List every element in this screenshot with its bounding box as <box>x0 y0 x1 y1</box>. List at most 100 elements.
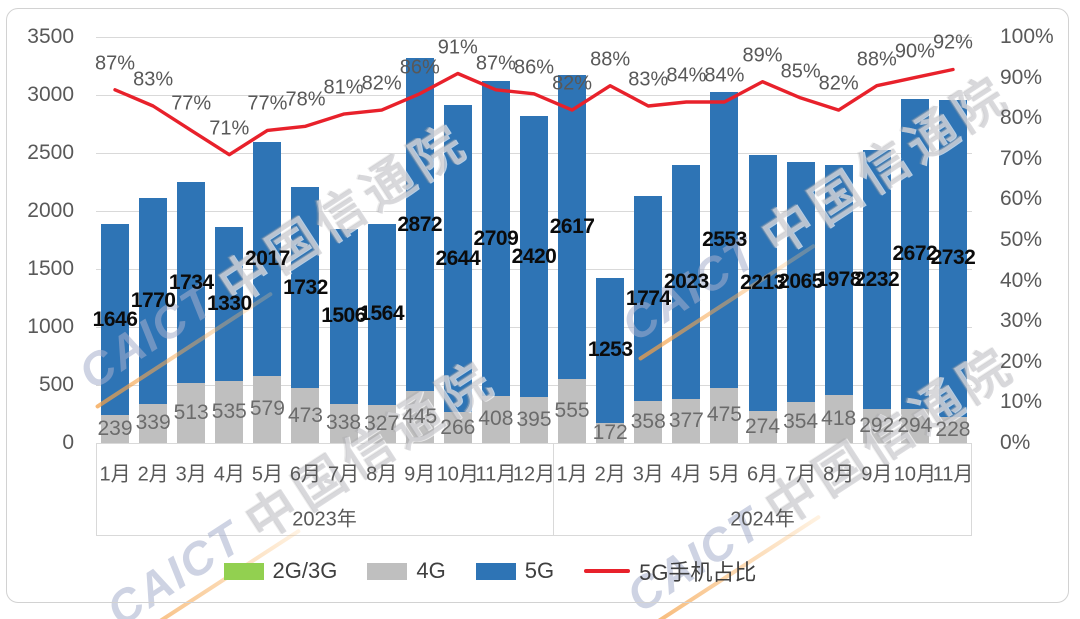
line-point-label: 83% <box>133 68 174 91</box>
x-axis-month-label: 11月 <box>932 463 974 486</box>
bar-segment-4g <box>329 403 358 443</box>
bar-value-label-4g: 292 <box>859 414 895 438</box>
y-axis-tick-label: 0 <box>62 431 74 454</box>
grid-line <box>96 37 972 38</box>
y-axis-tick-label: 3000 <box>27 83 74 106</box>
bar-segment-4g <box>938 416 967 443</box>
y-axis-tick-label: 500 <box>38 373 74 396</box>
bar-value-label-4g: 473 <box>287 403 323 427</box>
bar-segment-5g <box>824 165 853 395</box>
y2-axis-tick-label: 80% <box>1000 106 1043 130</box>
bar-segment-4g <box>405 391 434 443</box>
bar-value-label-4g: 354 <box>783 410 819 434</box>
legend-label: 5G手机占比 <box>639 560 757 585</box>
bar-value-label-5g: 2420 <box>511 244 557 268</box>
legend-line-mark <box>584 569 631 573</box>
legend-item-2g3g: 2G/3G <box>223 558 337 584</box>
x-axis-month-label: 8月 <box>823 463 855 486</box>
bar-value-label-5g: 2017 <box>245 246 290 270</box>
x-axis-group-divider <box>553 443 555 536</box>
line-point-label: 90% <box>894 40 935 63</box>
bar-value-label-5g: 2732 <box>930 246 976 270</box>
bar-value-label-4g: 475 <box>706 403 742 427</box>
line-point-label: 77% <box>171 92 212 115</box>
bar-value-label-4g: 395 <box>516 408 552 432</box>
legend-item-5g-share: 5G手机占比 <box>584 555 756 587</box>
legend-color-swatch <box>475 562 516 580</box>
bar-value-label-4g: 327 <box>364 412 400 436</box>
legend-color-swatch <box>223 562 264 580</box>
y-axis-tick-label: 1000 <box>27 315 74 338</box>
bar-segment-4g <box>520 397 548 443</box>
x-axis-month-label: 9月 <box>861 463 893 486</box>
y2-axis-tick-label: 0% <box>1000 431 1031 454</box>
y2-axis-tick-label: 40% <box>1000 268 1043 292</box>
bar-segment-5g <box>367 223 396 406</box>
y2-axis-tick-label: 60% <box>1000 187 1043 211</box>
x-axis-year-label: 2024年 <box>730 508 795 531</box>
bar-segment-4g <box>596 423 625 443</box>
x-axis-month-label: 7月 <box>328 463 360 486</box>
x-axis-month-label: 4月 <box>213 463 245 486</box>
y2-axis-tick-label: 20% <box>1000 349 1043 373</box>
x-axis-month-label: 9月 <box>404 463 436 486</box>
x-axis-month-label: 8月 <box>366 463 398 486</box>
line-point-label: 86% <box>399 56 440 79</box>
bar-segment-4g <box>481 395 510 443</box>
x-axis-month-label: 5月 <box>251 463 283 486</box>
line-point-label: 88% <box>590 48 631 71</box>
bar-value-label-5g: 1564 <box>359 302 404 326</box>
bar-value-label-5g: 1978 <box>816 267 862 291</box>
bar-value-label-5g: 2672 <box>892 241 938 265</box>
y-axis-tick-label: 3500 <box>27 25 74 48</box>
bar-value-label-5g: 2553 <box>702 227 747 251</box>
y2-axis-tick-label: 50% <box>1000 228 1043 251</box>
bar-value-label-4g: 338 <box>326 411 362 435</box>
bar-value-label-4g: 294 <box>897 413 933 437</box>
y-axis-tick-label: 2500 <box>27 141 74 164</box>
bar-value-label-5g: 1506 <box>321 304 366 328</box>
bar-segment-4g <box>101 415 130 443</box>
line-point-label: 88% <box>856 48 897 71</box>
bar-value-label-5g: 2872 <box>397 212 443 236</box>
legend-item-5g: 5G <box>475 558 555 584</box>
y2-axis-tick-label: 90% <box>1000 65 1043 89</box>
x-axis-month-label: 1月 <box>99 463 131 486</box>
bar-value-label-4g: 172 <box>592 421 628 445</box>
x-axis-year-label: 2023年 <box>292 508 357 531</box>
x-axis-box <box>96 443 972 536</box>
x-axis-month-label: 4月 <box>670 463 702 486</box>
bar-segment-5g <box>596 277 625 424</box>
legend-label: 5G <box>524 558 555 583</box>
bar-segment-4g <box>139 403 168 443</box>
bar-value-label-5g: 1253 <box>587 338 633 362</box>
bar-value-label-4g: 377 <box>668 409 704 433</box>
x-axis-month-label: 11月 <box>475 463 517 486</box>
bar-value-label-4g: 274 <box>744 415 781 439</box>
bar-segment-4g <box>558 378 587 443</box>
bar-value-label-5g: 2644 <box>435 246 481 270</box>
bar-value-label-5g: 2709 <box>473 226 519 250</box>
x-axis-month-label: 6月 <box>289 463 322 486</box>
bar-value-label-4g: 408 <box>478 407 514 431</box>
legend-item-4g: 4G <box>367 558 446 584</box>
x-axis-month-label: 3月 <box>175 463 207 486</box>
legend-label: 4G <box>416 558 446 583</box>
bar-segment-5g <box>291 187 320 389</box>
line-point-label: 84% <box>704 64 745 87</box>
bar-segment-5g <box>329 229 358 404</box>
x-axis-month-label: 7月 <box>785 463 817 486</box>
y2-axis-tick-label: 100% <box>1000 25 1054 48</box>
bar-value-label-4g: 358 <box>630 410 666 434</box>
x-axis-month-label: 2月 <box>137 463 169 486</box>
bar-segment-4g <box>710 387 739 443</box>
bar-segment-4g <box>367 405 396 443</box>
x-axis-month-label: 10月 <box>436 463 479 486</box>
bar-value-label-5g: 1734 <box>168 270 214 294</box>
bar-segment-4g <box>824 394 853 443</box>
bar-segment-5g <box>862 150 891 410</box>
bar-value-label-4g: 418 <box>821 406 857 430</box>
x-axis-month-label: 2月 <box>594 463 626 486</box>
bar-segment-4g <box>443 412 472 443</box>
